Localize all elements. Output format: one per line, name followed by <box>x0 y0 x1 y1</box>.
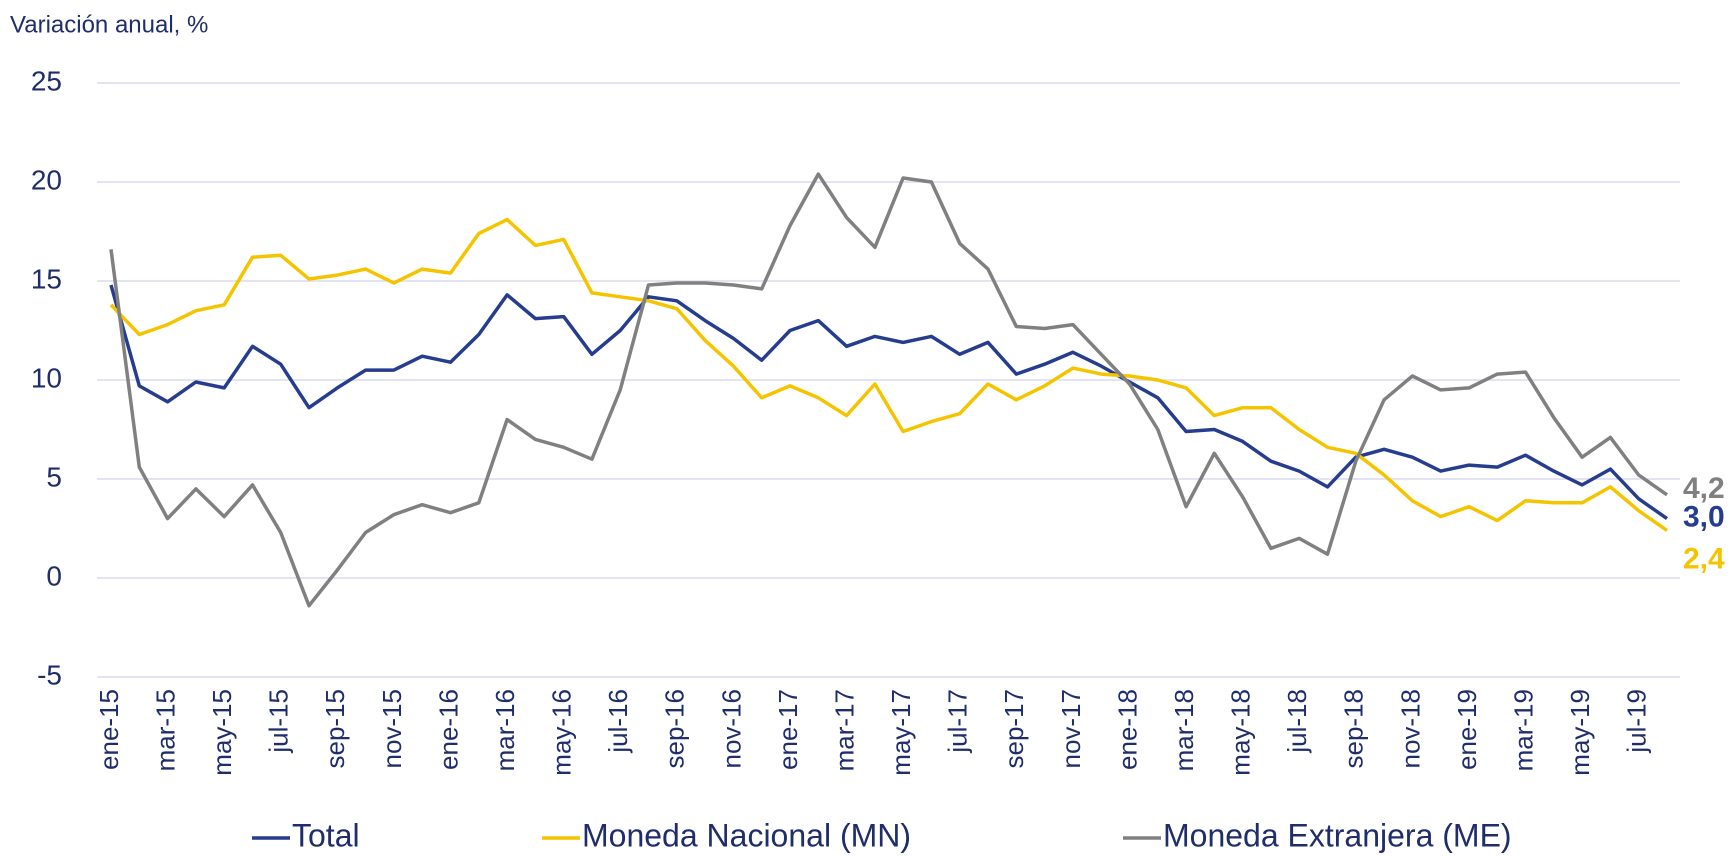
y-tick-label: 20 <box>31 164 62 195</box>
x-tick-label: ene-19 <box>1452 689 1482 770</box>
x-tick-label: mar-18 <box>1169 689 1199 771</box>
x-tick-label: ene-17 <box>773 689 803 770</box>
x-tick-label: jul-15 <box>264 689 294 754</box>
x-tick-label: mar-19 <box>1508 689 1538 771</box>
legend-label: Total <box>292 817 360 853</box>
x-tick-label: sep-18 <box>1339 689 1369 769</box>
x-tick-label: sep-17 <box>999 689 1029 769</box>
y-tick-label: 0 <box>46 560 62 591</box>
value-label: 3,0 <box>1683 501 1725 534</box>
x-tick-label: nov-16 <box>716 689 746 769</box>
x-tick-label: ene-15 <box>94 689 124 770</box>
x-tick-label: may-15 <box>207 689 237 776</box>
x-tick-label: nov-17 <box>1056 689 1086 769</box>
y-tick-label: -5 <box>37 659 62 690</box>
x-tick-label: mar-15 <box>150 689 180 771</box>
x-tick-label: may-16 <box>547 689 577 776</box>
x-tick-label: may-19 <box>1565 689 1595 776</box>
y-tick-label: 25 <box>31 65 62 96</box>
x-tick-label: jul-17 <box>943 689 973 754</box>
series-line <box>109 217 1669 532</box>
legend-label: Moneda Extranjera (ME) <box>1163 817 1512 853</box>
x-tick-label: sep-15 <box>320 689 350 769</box>
series-line <box>109 172 1669 608</box>
y-axis-label: Variación anual, % <box>10 11 208 38</box>
x-tick-label: nov-18 <box>1395 689 1425 769</box>
x-tick-label: mar-17 <box>829 689 859 771</box>
x-tick-label: ene-16 <box>433 689 463 770</box>
value-label: 2,4 <box>1683 542 1725 575</box>
x-tick-label: may-18 <box>1226 689 1256 776</box>
x-tick-label: jul-19 <box>1622 689 1652 754</box>
x-tick-label: sep-16 <box>660 689 690 769</box>
x-tick-label: mar-16 <box>490 689 520 771</box>
legend-label: Moneda Nacional (MN) <box>582 817 911 853</box>
y-tick-label: 15 <box>31 263 62 294</box>
series-line <box>109 284 1669 521</box>
x-tick-label: nov-15 <box>377 689 407 769</box>
y-tick-label: 5 <box>46 461 62 492</box>
value-label: 4,2 <box>1683 472 1725 505</box>
x-tick-label: jul-18 <box>1282 689 1312 754</box>
x-tick-label: may-17 <box>886 689 916 776</box>
y-tick-label: 10 <box>31 362 62 393</box>
x-tick-label: jul-16 <box>603 689 633 754</box>
x-tick-label: ene-18 <box>1112 689 1142 770</box>
